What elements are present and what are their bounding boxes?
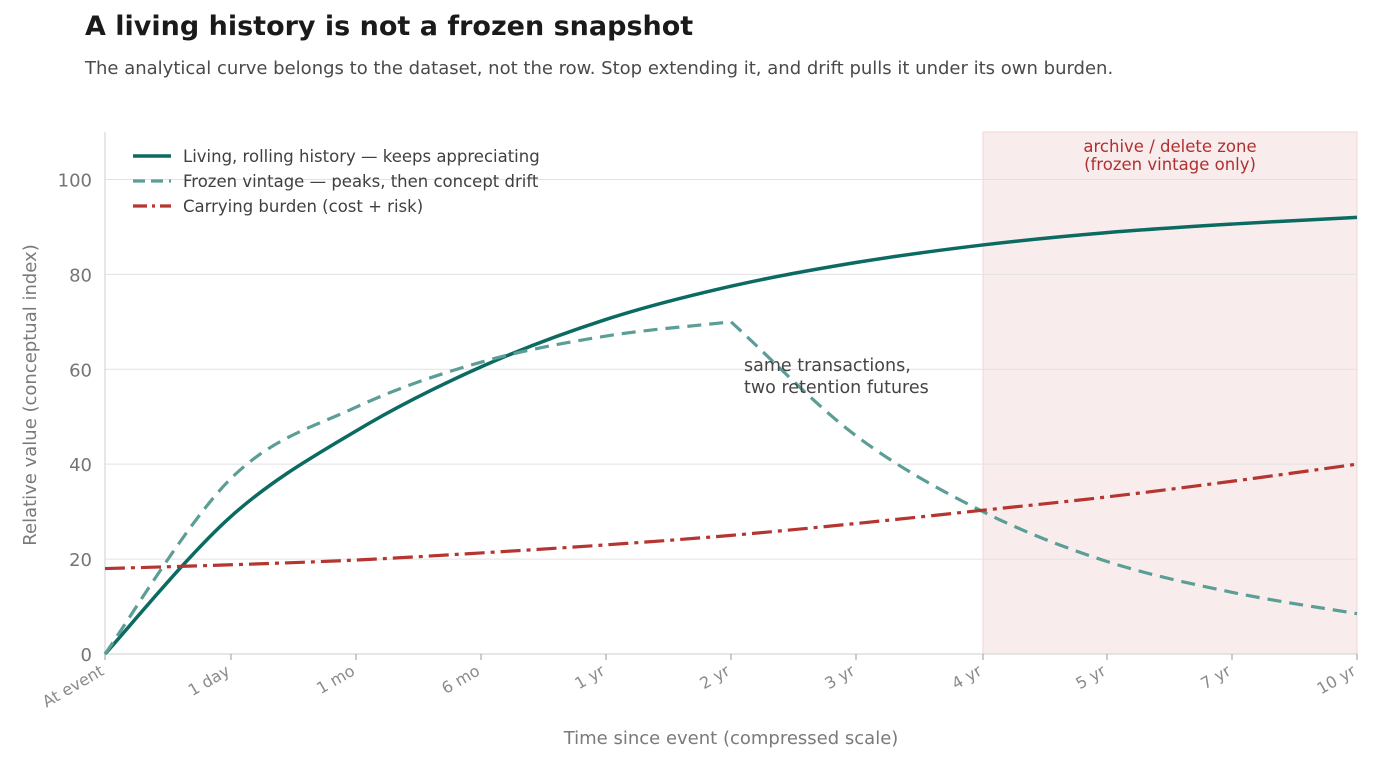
x-tick-label: 10 yr xyxy=(1314,661,1360,698)
series-line-frozen xyxy=(103,320,1358,655)
legend-label-burden: Carrying burden (cost + risk) xyxy=(183,197,423,216)
y-tick-label: 0 xyxy=(81,645,92,666)
legend-label-frozen: Frozen vintage — peaks, then concept dri… xyxy=(183,172,539,191)
legend-label-living: Living, rolling history — keeps apprecia… xyxy=(183,147,540,166)
x-tick-label: 1 yr xyxy=(571,661,608,693)
series-lines xyxy=(103,215,1358,656)
archive-zone-label: archive / delete zone xyxy=(1083,137,1256,156)
y-tick-label: 20 xyxy=(69,550,92,571)
archive-zone: archive / delete zone (frozen vintage on… xyxy=(982,131,1358,655)
x-tick-label: 3 yr xyxy=(821,661,858,693)
archive-zone-sublabel: (frozen vintage only) xyxy=(1084,155,1256,174)
y-axis-label: Relative value (conceptual index) xyxy=(20,244,41,545)
x-tick-label: 5 yr xyxy=(1072,661,1109,693)
archive-zone-shade xyxy=(982,131,1358,655)
legend: Living, rolling history — keeps apprecia… xyxy=(133,147,540,216)
y-gridlines xyxy=(105,178,1357,560)
y-tick-labels: 0 20 40 60 80 100 xyxy=(58,170,92,666)
chart-subtitle: The analytical curve belongs to the data… xyxy=(84,58,1113,79)
y-tick-label: 60 xyxy=(69,360,92,381)
x-tick-label: At event xyxy=(39,661,107,711)
series-line-burden xyxy=(104,462,1358,571)
x-axis-label: Time since event (compressed scale) xyxy=(563,728,899,749)
x-tick-label: 2 yr xyxy=(696,661,733,693)
annotation-line-2: two retention futures xyxy=(744,378,929,398)
x-tick-label: 7 yr xyxy=(1197,661,1234,693)
y-tick-label: 80 xyxy=(69,265,92,286)
x-tick-label: 1 mo xyxy=(313,661,358,698)
x-tick-label: 4 yr xyxy=(948,661,985,693)
series-line-living xyxy=(103,215,1358,656)
annotation-line-1: same transactions, xyxy=(744,356,911,376)
x-tick-label: 1 day xyxy=(185,661,233,700)
y-tick-label: 40 xyxy=(69,455,92,476)
y-tick-label: 100 xyxy=(58,170,92,191)
chart-title: A living history is not a frozen snapsho… xyxy=(85,11,693,42)
x-tick-labels: At event 1 day 1 mo 6 mo 1 yr 2 yr 3 yr 4 yr 5 y… xyxy=(39,654,1359,711)
x-tick-label: 6 mo xyxy=(438,661,483,698)
